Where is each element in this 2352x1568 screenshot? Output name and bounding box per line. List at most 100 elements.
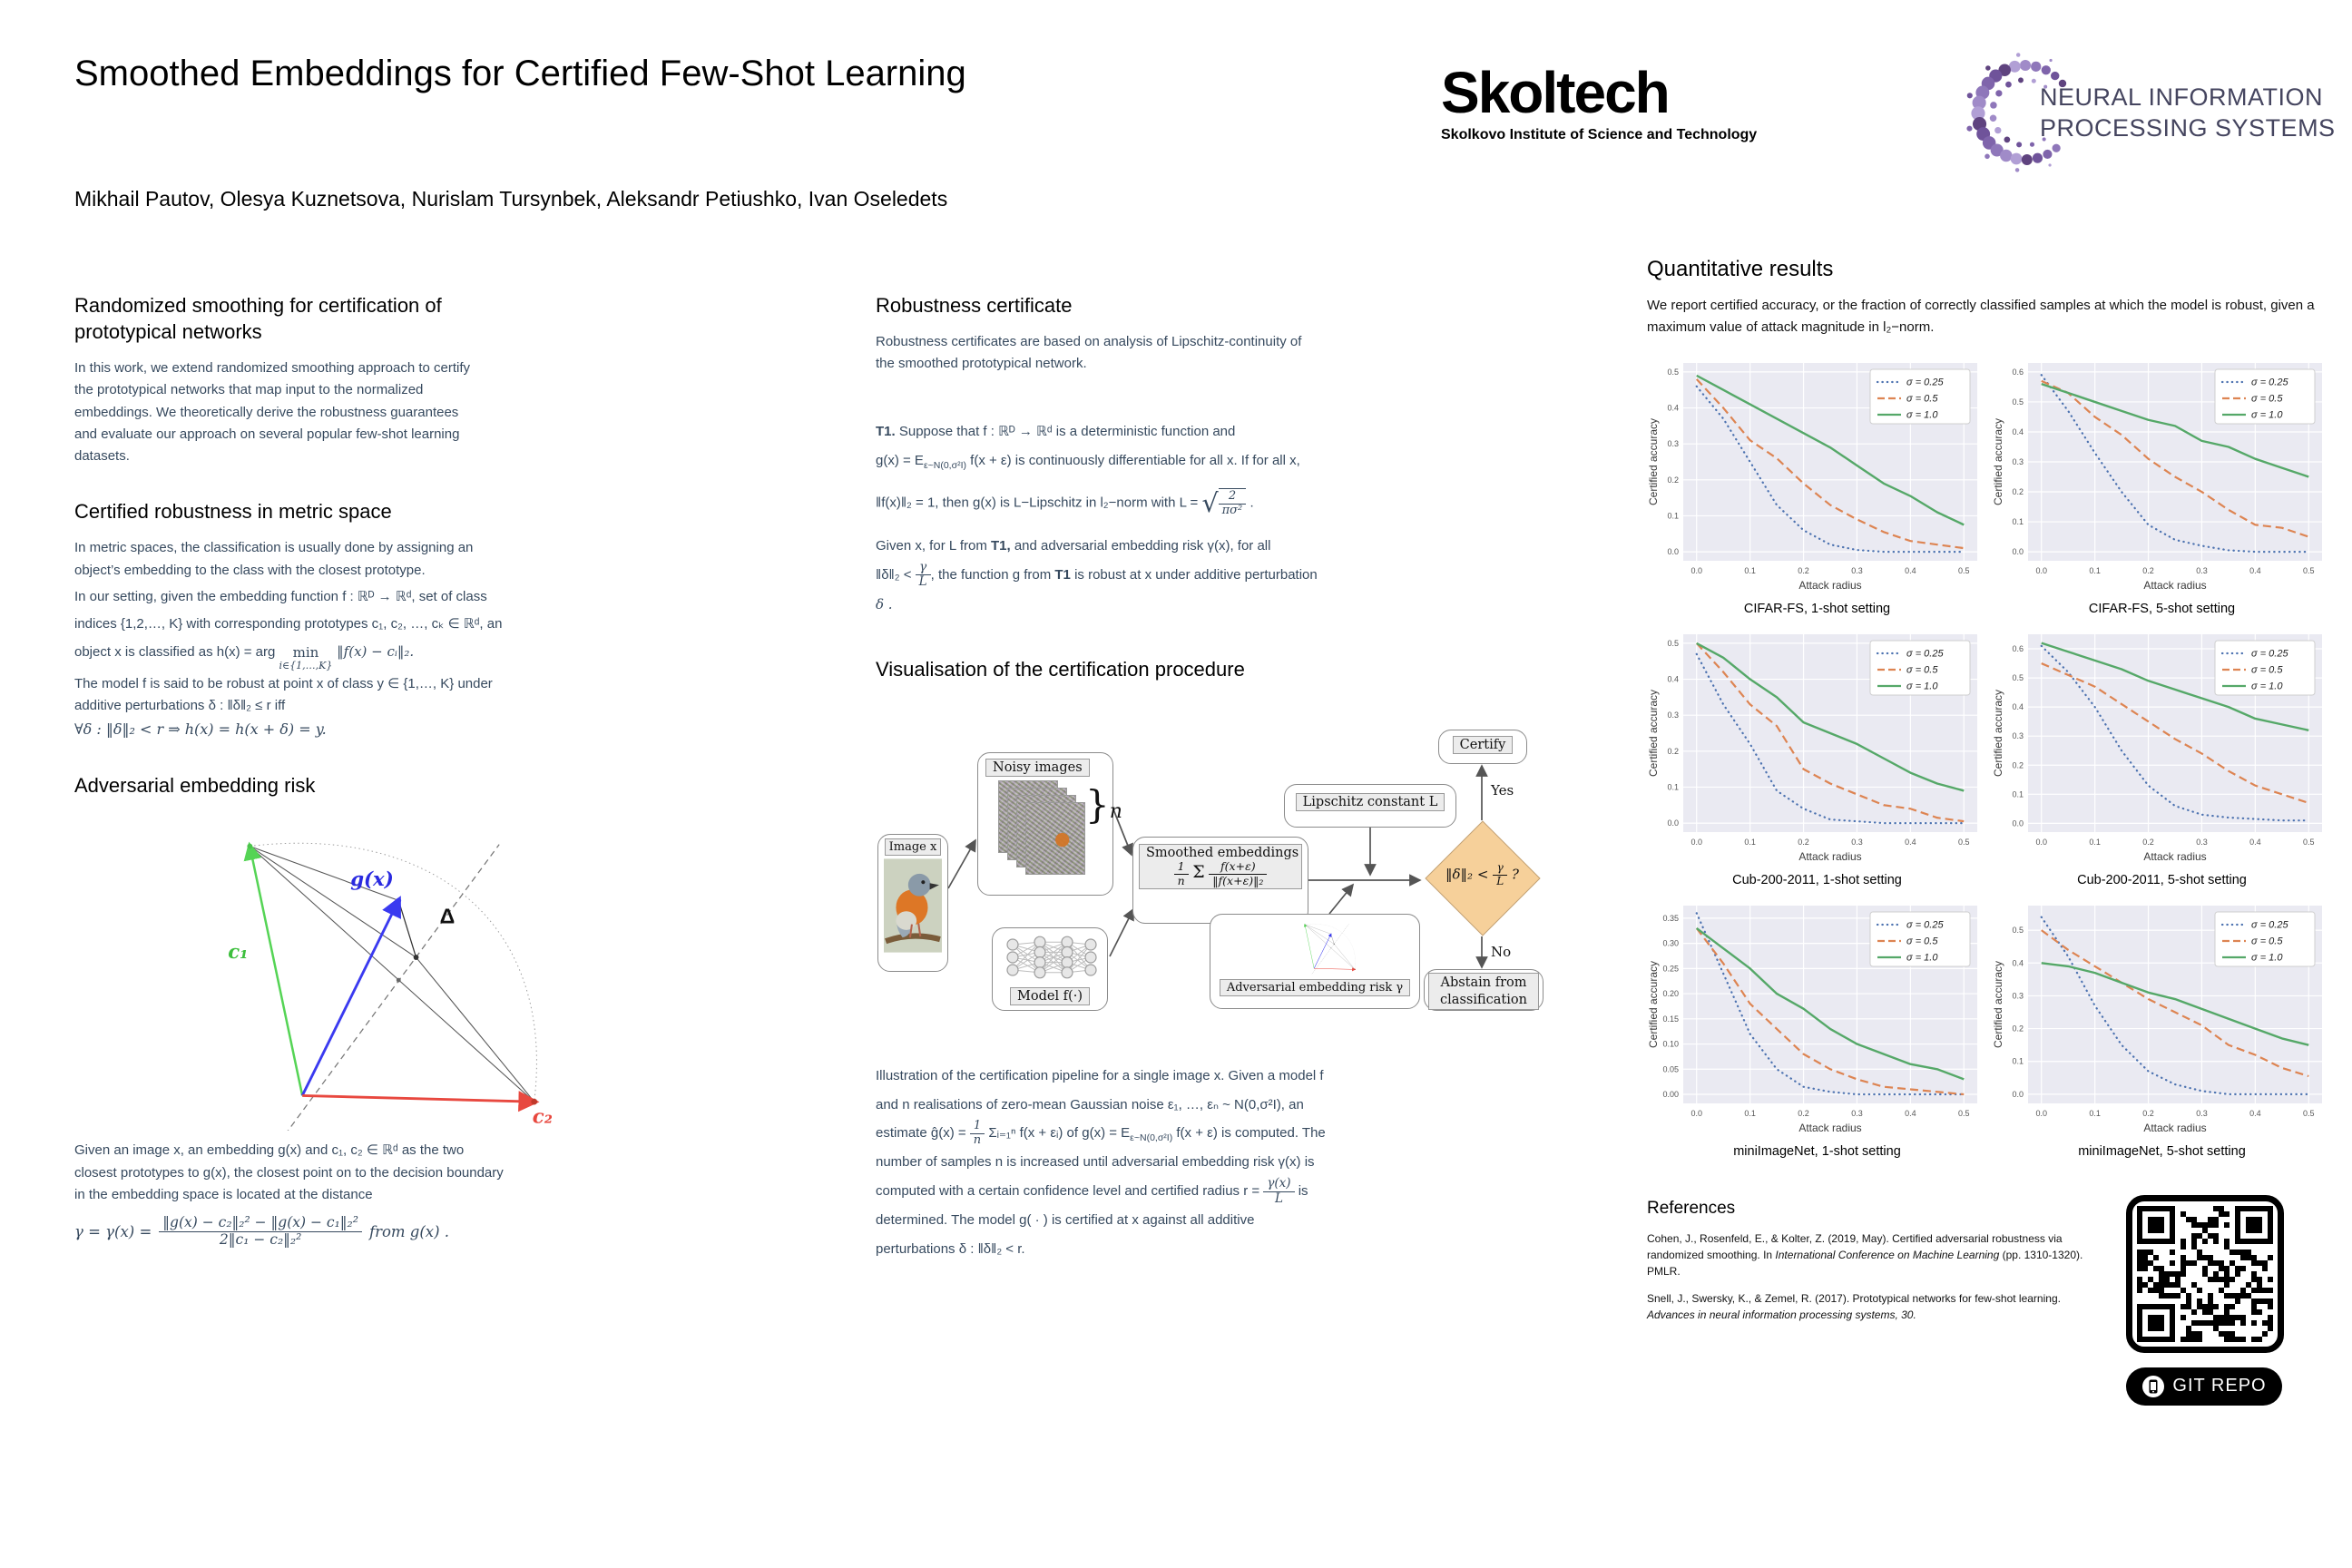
svg-text:Certified accuracy: Certified accuracy: [1992, 961, 2004, 1048]
fd: n: [969, 1132, 985, 1148]
svg-text:0.1: 0.1: [2012, 517, 2024, 526]
t1-line4-mid: and adversarial embedding risk γ(x), for…: [1010, 537, 1271, 554]
svg-text:0.0: 0.0: [2035, 1109, 2047, 1118]
svg-text:0.05: 0.05: [1662, 1064, 1679, 1073]
p2-text: In our setting, given the embedding func…: [74, 589, 503, 661]
t1-line3-post: .: [1246, 495, 1254, 512]
svg-text:0.4: 0.4: [1905, 566, 1916, 575]
fd: ‖f(x+ε)‖₂: [1209, 873, 1268, 887]
m4-seg1: Illustration of the certification pipeli…: [876, 1068, 1324, 1142]
svg-text:0.0: 0.0: [2012, 1089, 2024, 1098]
section-heading-quantitative: Quantitative results: [1647, 257, 1834, 281]
yes-label: Yes: [1491, 782, 1514, 799]
svg-text:0.1: 0.1: [2012, 789, 2024, 799]
svg-text:σ = 1.0: σ = 1.0: [2251, 409, 2283, 420]
svg-text:σ = 1.0: σ = 1.0: [2251, 681, 2283, 691]
label-gx: g(x): [350, 868, 394, 891]
smoothed-title: Smoothed embeddings: [1146, 846, 1299, 861]
chart-svg: 0.0 0.1 0.2 0.3 0.4 0.5 0.0 0.1 0.2 0.3 0.4 0.5 0.6 σ…: [1992, 362, 2322, 592]
ref1-text: Cohen, J., Rosenfeld, E., & Kolter, Z. (…: [1647, 1231, 2063, 1261]
svg-text:0.3: 0.3: [2196, 838, 2208, 847]
svg-text:σ = 0.5: σ = 0.5: [2251, 664, 2283, 675]
section-heading-robustness-certificate: Robustness certificate: [876, 294, 1073, 317]
quantitative-intro: We report certified accuracy, or the fra…: [1647, 298, 2315, 336]
flow-model-label: Model f(·): [1010, 987, 1090, 1006]
chart-caption: miniImageNet, 1-shot setting: [1733, 1143, 1901, 1159]
m4-seg2: Σᵢ₌₁ⁿ f(x + εᵢ) of g(x) = E: [985, 1125, 1131, 1142]
t1-line2-pre: g(x) = E: [876, 452, 924, 468]
t1-line5-mid: , the function g from: [930, 566, 1055, 583]
flow-noisy-label: Noisy images: [985, 759, 1090, 778]
svg-text:0.2: 0.2: [1798, 838, 1809, 847]
svg-text:0.4: 0.4: [1667, 674, 1679, 683]
lipschitz-num: 2: [1228, 489, 1237, 504]
svg-text:0.2: 0.2: [2142, 838, 2154, 847]
svg-text:σ = 0.5: σ = 0.5: [1906, 393, 1938, 404]
t1-line5-pre: ‖δ‖₂ <: [876, 566, 916, 583]
bird-image: [884, 858, 942, 954]
section-heading-randomized-smoothing: Randomized smoothing for certification o…: [74, 294, 442, 343]
svg-text:0.5: 0.5: [1667, 368, 1679, 377]
svg-text:0.3: 0.3: [2012, 457, 2024, 466]
svg-text:0.5: 0.5: [1958, 838, 1970, 847]
flow-certify-label: Certify: [1452, 736, 1514, 755]
under-root: 2 πσ²: [1218, 488, 1247, 518]
chart-svg: 0.0 0.1 0.2 0.3 0.4 0.5 0.00 0.05 0.10 0.15 0.20 0.…: [1647, 905, 1977, 1134]
metric-space-paragraph-2: In our setting, given the embedding func…: [74, 583, 510, 671]
chart-caption: Cub-200-2011, 1-shot setting: [1732, 872, 1902, 887]
t1-bold-ref1: T1,: [990, 537, 1011, 554]
svg-text:0.2: 0.2: [2012, 760, 2024, 769]
argmin-under: i∈{1,…,K}: [279, 660, 333, 672]
no-label: No: [1491, 944, 1512, 961]
svg-text:Certified accuracy: Certified accuracy: [1647, 418, 1660, 505]
svg-text:σ = 1.0: σ = 1.0: [1906, 952, 1938, 963]
svg-text:0.5: 0.5: [1958, 1109, 1970, 1118]
certification-flowchart: Image x Noisy images: [876, 702, 1588, 1012]
svg-text:σ = 0.25: σ = 0.25: [2251, 648, 2288, 659]
svg-text:Attack radius: Attack radius: [2143, 579, 2206, 592]
svg-text:0.4: 0.4: [2249, 838, 2261, 847]
svg-text:0.00: 0.00: [1662, 1090, 1679, 1099]
chart-svg: 0.0 0.1 0.2 0.3 0.4 0.5 0.0 0.1 0.2 0.3 0.4 0.5 0.6 σ…: [1992, 633, 2322, 863]
chart-svg: 0.0 0.1 0.2 0.3 0.4 0.5 0.0 0.1 0.2 0.3 0.4 0.5 σ = …: [1647, 633, 1977, 863]
svg-text:0.0: 0.0: [2012, 818, 2024, 828]
theorem-t1: T1. Suppose that f : ℝᴰ → ℝᵈ is a determ…: [876, 417, 1334, 621]
svg-text:0.6: 0.6: [2012, 368, 2024, 377]
t1-line6: δ .: [876, 596, 893, 613]
brace-n: }n: [1085, 782, 1122, 828]
label-delta: Δ: [440, 905, 456, 928]
svg-text:σ = 1.0: σ = 1.0: [1906, 681, 1938, 691]
t1-line3-pre: ‖f(x)‖₂ = 1, then g(x) is L−Lipschitz in…: [876, 495, 1202, 512]
svg-text:Attack radius: Attack radius: [2143, 850, 2206, 863]
fn: 1: [1177, 859, 1185, 874]
neurips-wordmark: NEURAL INFORMATION PROCESSING SYSTEMS: [2040, 82, 2336, 143]
t1-line2-post: f(x + ε) is continuously differentiable …: [965, 452, 1300, 468]
flow-lipschitz-label: Lipschitz constant L: [1295, 793, 1446, 812]
svg-text:0.3: 0.3: [1851, 566, 1863, 575]
lipschitz-den: πσ²: [1218, 503, 1247, 518]
svg-text:0.1: 0.1: [1744, 838, 1756, 847]
svg-text:0.3: 0.3: [1851, 1109, 1863, 1118]
svg-text:0.10: 0.10: [1662, 1039, 1679, 1048]
svg-text:0.5: 0.5: [2012, 926, 2024, 935]
flow-node-risk: Adversarial embedding risk γ: [1210, 914, 1420, 1010]
svg-text:0.2: 0.2: [1667, 475, 1679, 484]
svg-text:0.1: 0.1: [2089, 1109, 2101, 1118]
svg-text:0.3: 0.3: [1667, 439, 1679, 448]
svg-text:0.4: 0.4: [2249, 1109, 2261, 1118]
svg-text:σ = 0.25: σ = 0.25: [1906, 377, 1944, 387]
authors: Mikhail Pautov, Olesya Kuznetsova, Nuris…: [74, 187, 948, 211]
noisy-thumb: [1025, 802, 1085, 876]
ref1-tail: (pp. 1310-1320). PMLR.: [1647, 1248, 2083, 1278]
svg-text:0.3: 0.3: [2196, 1109, 2208, 1118]
mini-risk-figure: [1224, 918, 1406, 975]
svg-text:0.1: 0.1: [1667, 511, 1679, 520]
svg-text:0.25: 0.25: [1662, 964, 1679, 973]
m4-seg4: is determined. The model g( · ) is certi…: [876, 1182, 1308, 1257]
page-title: Smoothed Embeddings for Certified Few-Sh…: [74, 54, 966, 93]
svg-text:0.1: 0.1: [2089, 566, 2101, 575]
svg-text:0.1: 0.1: [1744, 1109, 1756, 1118]
p2-math-tail: ‖f(x) − cᵢ‖₂.: [332, 643, 415, 661]
svg-text:0.3: 0.3: [2012, 991, 2024, 1000]
